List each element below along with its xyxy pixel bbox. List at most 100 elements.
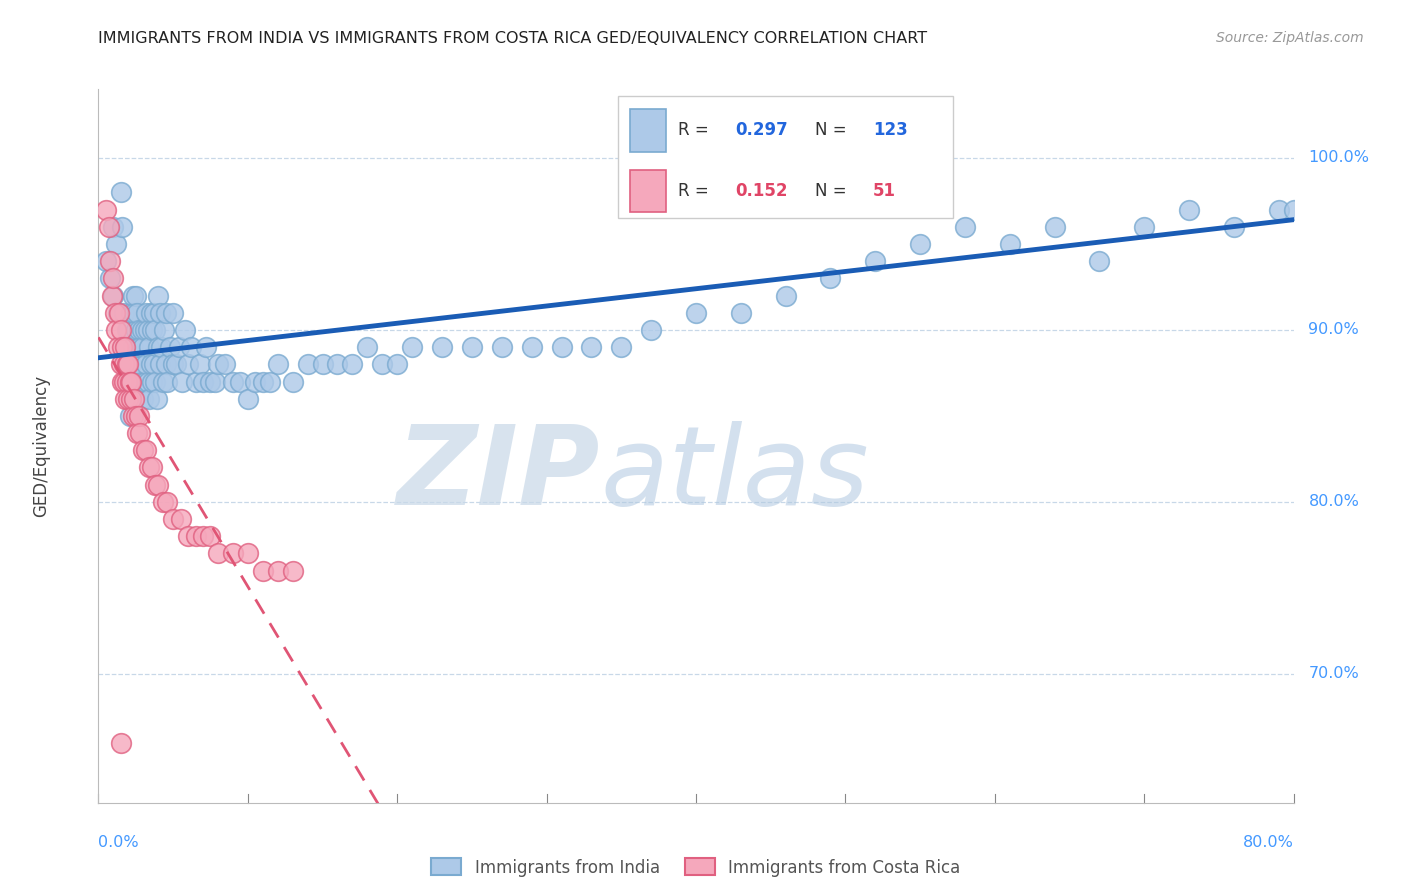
Point	[214, 357, 236, 371]
Point	[132, 392, 155, 406]
Point	[135, 306, 157, 320]
Text: 80.0%: 80.0%	[1243, 835, 1294, 850]
Point	[110, 323, 132, 337]
Point	[162, 512, 184, 526]
Point	[156, 495, 179, 509]
Point	[145, 392, 167, 406]
Point	[98, 254, 122, 268]
Point	[149, 357, 172, 371]
Point	[207, 546, 229, 560]
Text: 51: 51	[873, 182, 896, 200]
Point	[177, 357, 200, 371]
Text: N =: N =	[815, 121, 852, 139]
Point	[149, 306, 172, 320]
Point	[581, 340, 603, 354]
Point	[159, 340, 181, 354]
Point	[143, 323, 166, 337]
Point	[610, 340, 633, 354]
Point	[204, 375, 226, 389]
Point	[267, 564, 290, 578]
Point	[134, 323, 156, 337]
Point	[138, 392, 160, 406]
Text: IMMIGRANTS FROM INDIA VS IMMIGRANTS FROM COSTA RICA GED/EQUIVALENCY CORRELATION : IMMIGRANTS FROM INDIA VS IMMIGRANTS FROM…	[98, 31, 928, 46]
Point	[138, 460, 160, 475]
Point	[108, 306, 131, 320]
Point	[222, 375, 245, 389]
Point	[103, 219, 125, 234]
Point	[105, 236, 128, 251]
Point	[94, 254, 117, 268]
Point	[1327, 202, 1350, 217]
Point	[998, 236, 1021, 251]
Point	[148, 477, 170, 491]
Point	[117, 357, 139, 371]
Bar	[630, 109, 666, 152]
Point	[118, 375, 141, 389]
Point	[865, 254, 887, 268]
Point	[142, 306, 165, 320]
Point	[153, 323, 176, 337]
Point	[155, 357, 177, 371]
Point	[103, 271, 125, 285]
Point	[184, 529, 207, 543]
Point	[207, 357, 229, 371]
Point	[326, 357, 349, 371]
Point	[174, 323, 197, 337]
Point	[180, 340, 202, 354]
Point	[141, 375, 163, 389]
Point	[401, 340, 423, 354]
Point	[139, 357, 162, 371]
Point	[297, 357, 319, 371]
Point	[120, 357, 142, 371]
Point	[143, 375, 166, 389]
Point	[94, 202, 117, 217]
Point	[165, 357, 187, 371]
Point	[1357, 168, 1379, 182]
Point	[117, 323, 139, 337]
Point	[112, 357, 135, 371]
Point	[236, 392, 259, 406]
Point	[342, 357, 364, 371]
Point	[103, 288, 125, 302]
Point	[191, 375, 214, 389]
Point	[127, 426, 149, 441]
Point	[152, 375, 174, 389]
Bar	[630, 169, 666, 212]
Point	[1223, 219, 1246, 234]
Point	[128, 340, 150, 354]
Point	[114, 340, 136, 354]
Point	[135, 443, 157, 458]
Text: 0.297: 0.297	[735, 121, 789, 139]
Point	[820, 271, 842, 285]
Text: R =: R =	[678, 182, 714, 200]
Point	[461, 340, 484, 354]
Point	[121, 288, 143, 302]
Point	[112, 375, 135, 389]
Point	[141, 323, 163, 337]
Text: N =: N =	[815, 182, 852, 200]
Point	[385, 357, 409, 371]
Point	[640, 323, 662, 337]
Point	[1312, 186, 1334, 200]
Point	[311, 357, 333, 371]
Point	[111, 375, 134, 389]
Point	[200, 529, 222, 543]
Point	[104, 306, 127, 320]
Point	[107, 340, 129, 354]
Point	[118, 409, 141, 423]
Point	[135, 357, 157, 371]
Point	[136, 323, 159, 337]
Point	[142, 357, 165, 371]
Point	[245, 375, 267, 389]
Point	[129, 426, 152, 441]
Point	[138, 340, 160, 354]
Point	[132, 340, 155, 354]
Point	[167, 340, 190, 354]
Point	[1133, 219, 1156, 234]
Point	[685, 306, 707, 320]
Point	[1298, 186, 1320, 200]
Point	[121, 409, 143, 423]
Point	[259, 375, 281, 389]
Point	[115, 357, 138, 371]
Point	[236, 546, 259, 560]
